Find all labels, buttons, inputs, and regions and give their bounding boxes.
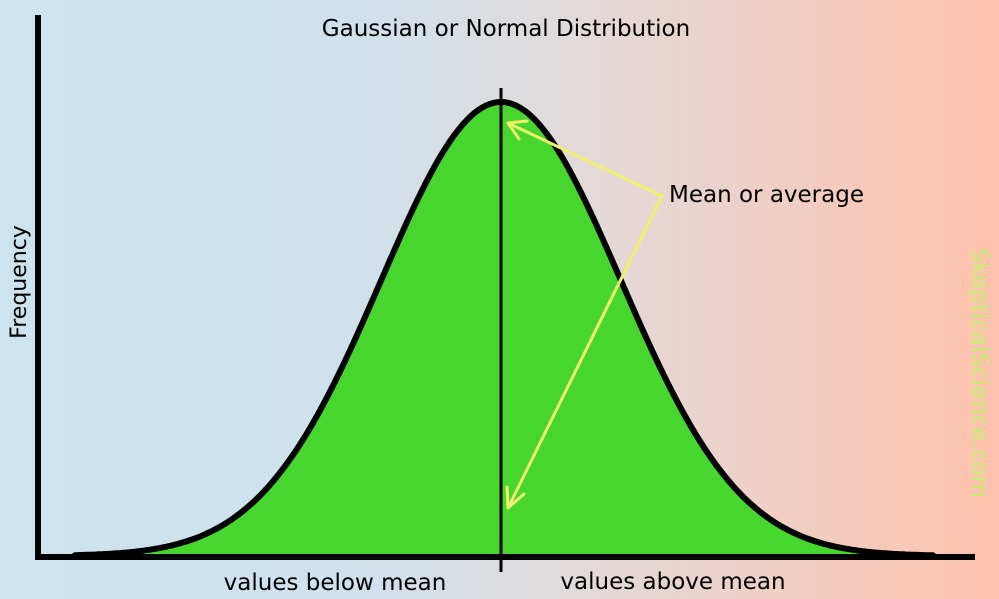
x-label-below-mean: values below mean <box>224 570 447 596</box>
bell-curve-outline <box>72 99 936 559</box>
watermark-text: SkepticalScience.com <box>966 248 992 498</box>
arrow-to-base-head <box>505 485 526 510</box>
x-label-above-mean: values above mean <box>560 569 785 595</box>
mean-arrows <box>505 119 664 510</box>
arrow-to-base <box>506 194 664 510</box>
annotation-label: Mean or average <box>669 182 864 208</box>
arrow-to-peak <box>506 121 664 198</box>
arrow-to-peak-head <box>506 119 529 141</box>
bell-curve-fill <box>75 102 935 556</box>
y-axis-label: Frequency <box>7 225 32 339</box>
diagram-title: Gaussian or Normal Distribution <box>322 16 690 42</box>
